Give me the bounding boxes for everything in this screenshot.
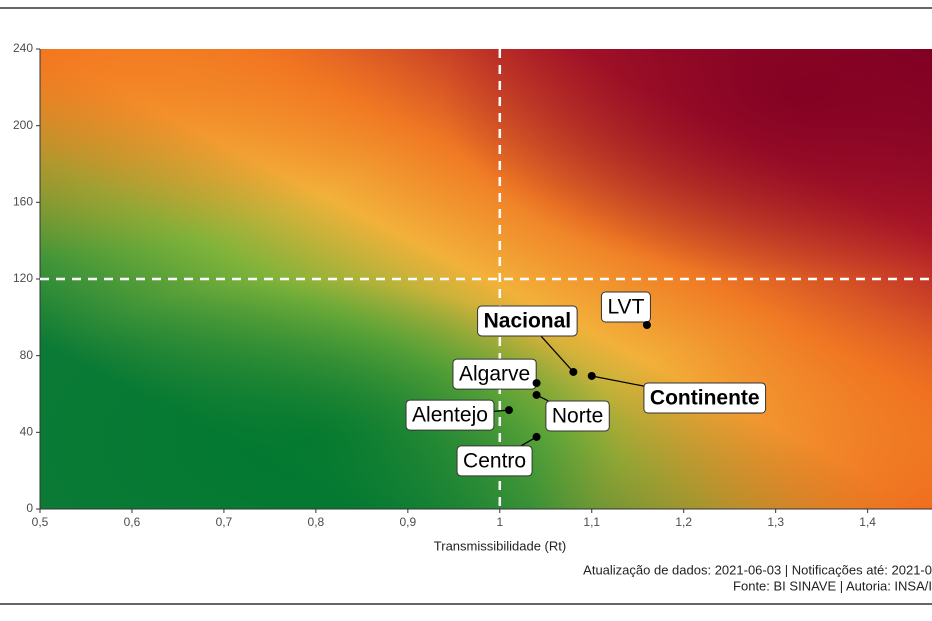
point bbox=[569, 367, 578, 376]
footer-line: Fonte: BI SINAVE | Autoria: INSA/I bbox=[733, 578, 932, 593]
leader-line bbox=[591, 375, 645, 387]
x-tick-label: 0,6 bbox=[124, 515, 141, 529]
x-tick-label: 1,4 bbox=[859, 515, 876, 529]
label-box bbox=[456, 445, 533, 477]
x-tick-label: 0,7 bbox=[216, 515, 233, 529]
point bbox=[532, 379, 541, 388]
point bbox=[532, 390, 541, 399]
point bbox=[532, 432, 541, 441]
point-name: Algarve bbox=[459, 363, 530, 386]
y-tick-label: 160 bbox=[13, 195, 33, 209]
y-tick-label: 200 bbox=[13, 118, 33, 132]
point-label: Continente bbox=[591, 375, 767, 414]
point-name: LVT bbox=[607, 296, 644, 319]
x-tick-label: 0,5 bbox=[32, 515, 49, 529]
point-name: Nacional bbox=[484, 310, 572, 333]
point-label: LVT bbox=[600, 291, 651, 326]
x-tick-label: 1,3 bbox=[767, 515, 784, 529]
point-name: Alentejo bbox=[412, 404, 488, 427]
point-label: Nacional bbox=[477, 305, 578, 373]
label-box bbox=[600, 291, 651, 323]
point-name: Norte bbox=[552, 405, 603, 428]
point-label: Centro bbox=[456, 436, 537, 477]
x-tick-label: 1,1 bbox=[583, 515, 600, 529]
leader-line bbox=[540, 335, 574, 373]
point-label: Alentejo bbox=[405, 399, 510, 431]
y-tick-label: 80 bbox=[20, 348, 34, 362]
label-box bbox=[643, 382, 767, 414]
x-axis-label: Transmissibilidade (Rt) bbox=[434, 538, 566, 553]
point bbox=[642, 321, 651, 329]
point-name: Continente bbox=[650, 387, 760, 410]
point bbox=[504, 406, 513, 415]
footer-line: Atualização de dados: 2021-06-03 | Notif… bbox=[583, 562, 932, 577]
x-tick-label: 0,8 bbox=[308, 515, 325, 529]
y-tick-label: 40 bbox=[20, 425, 34, 439]
point-name: Centro bbox=[463, 449, 526, 472]
y-tick-label: 120 bbox=[13, 271, 33, 285]
label-box bbox=[405, 399, 495, 431]
y-tick-label: 240 bbox=[13, 41, 33, 55]
x-tick-label: 1,2 bbox=[675, 515, 692, 529]
label-box bbox=[545, 400, 610, 432]
y-tick-label: 0 bbox=[26, 501, 33, 515]
label-box bbox=[452, 358, 537, 390]
x-tick-label: 1 bbox=[496, 515, 503, 529]
x-tick-label: 0,9 bbox=[399, 515, 416, 529]
label-box bbox=[477, 305, 578, 337]
point-label: Algarve bbox=[452, 358, 537, 390]
point-label: Norte bbox=[536, 394, 610, 432]
point bbox=[587, 371, 596, 380]
